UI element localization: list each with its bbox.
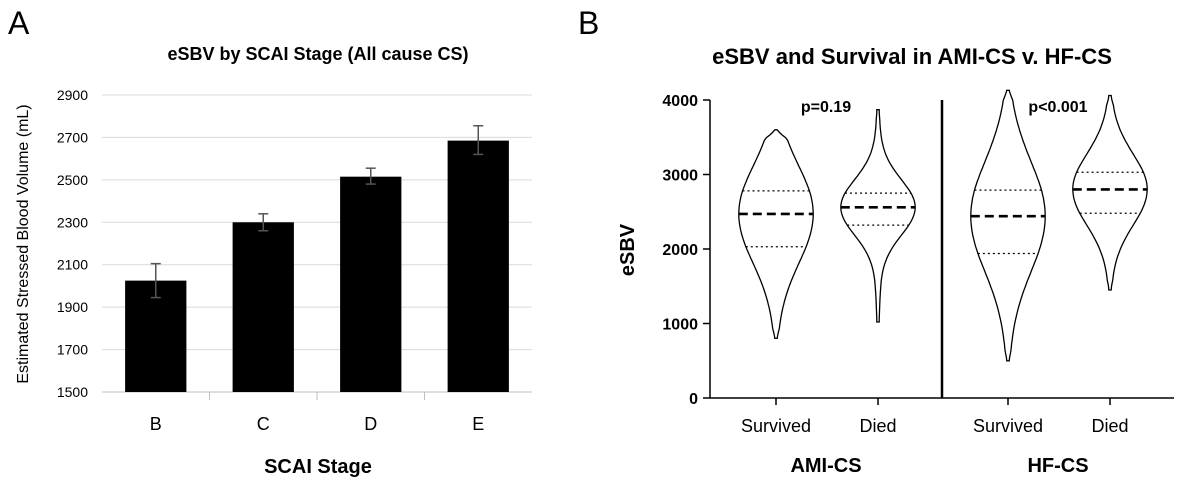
chart-a: 1500 1700 1900 2100 2300 2500 2700 2900 B C D E — [57, 87, 532, 434]
y-tick-label: 3000 — [662, 168, 698, 185]
violin — [738, 129, 814, 340]
panel-b-letter: B — [578, 5, 599, 41]
chart-a-xlabel: SCAI Stage — [264, 456, 372, 478]
violin — [840, 109, 916, 323]
y-tick-label: 2300 — [57, 214, 88, 230]
y-tick-label: 2900 — [57, 87, 88, 103]
violin — [1072, 94, 1148, 291]
group-label: AMI-CS — [790, 455, 861, 477]
y-tick-label: 2700 — [57, 129, 88, 145]
bar — [125, 280, 187, 392]
y-tick-label: 1000 — [662, 317, 698, 334]
category-label: B — [150, 414, 162, 434]
bar — [447, 140, 509, 392]
chart-b-ylabel: eSBV — [617, 223, 639, 276]
chart-b: 0 1000 2000 3000 4000 p=0.19 AMI-CS Survived Die… — [662, 89, 1174, 477]
category-label: D — [364, 414, 377, 434]
category-label: Died — [1091, 416, 1128, 436]
y-tick-label: 1500 — [57, 384, 88, 400]
chart-a-ylabel: Estimated Stressed Blood Volume (mL) — [15, 104, 32, 383]
y-tick-label: 4000 — [662, 93, 698, 110]
bar — [232, 222, 294, 392]
category-label: E — [472, 414, 484, 434]
y-tick-label: 1900 — [57, 299, 88, 315]
category-label: Survived — [741, 416, 811, 436]
chart-b-title: eSBV and Survival in AMI-CS v. HF-CS — [712, 44, 1112, 69]
y-tick-label: 1700 — [57, 342, 88, 358]
category-label: Died — [859, 416, 896, 436]
p-value-label: p=0.19 — [801, 99, 851, 116]
violin — [970, 89, 1046, 362]
p-value-label: p<0.001 — [1028, 99, 1087, 116]
chart-a-title: eSBV by SCAI Stage (All cause CS) — [167, 44, 468, 64]
y-tick-label: 0 — [689, 391, 698, 408]
y-tick-label: 2000 — [662, 242, 698, 259]
panel-a-letter: A — [8, 5, 30, 41]
y-tick-label: 2500 — [57, 172, 88, 188]
category-label: C — [257, 414, 270, 434]
bar — [340, 176, 402, 392]
group-label: HF-CS — [1027, 455, 1088, 477]
y-tick-label: 2100 — [57, 257, 88, 273]
category-label: Survived — [973, 416, 1043, 436]
